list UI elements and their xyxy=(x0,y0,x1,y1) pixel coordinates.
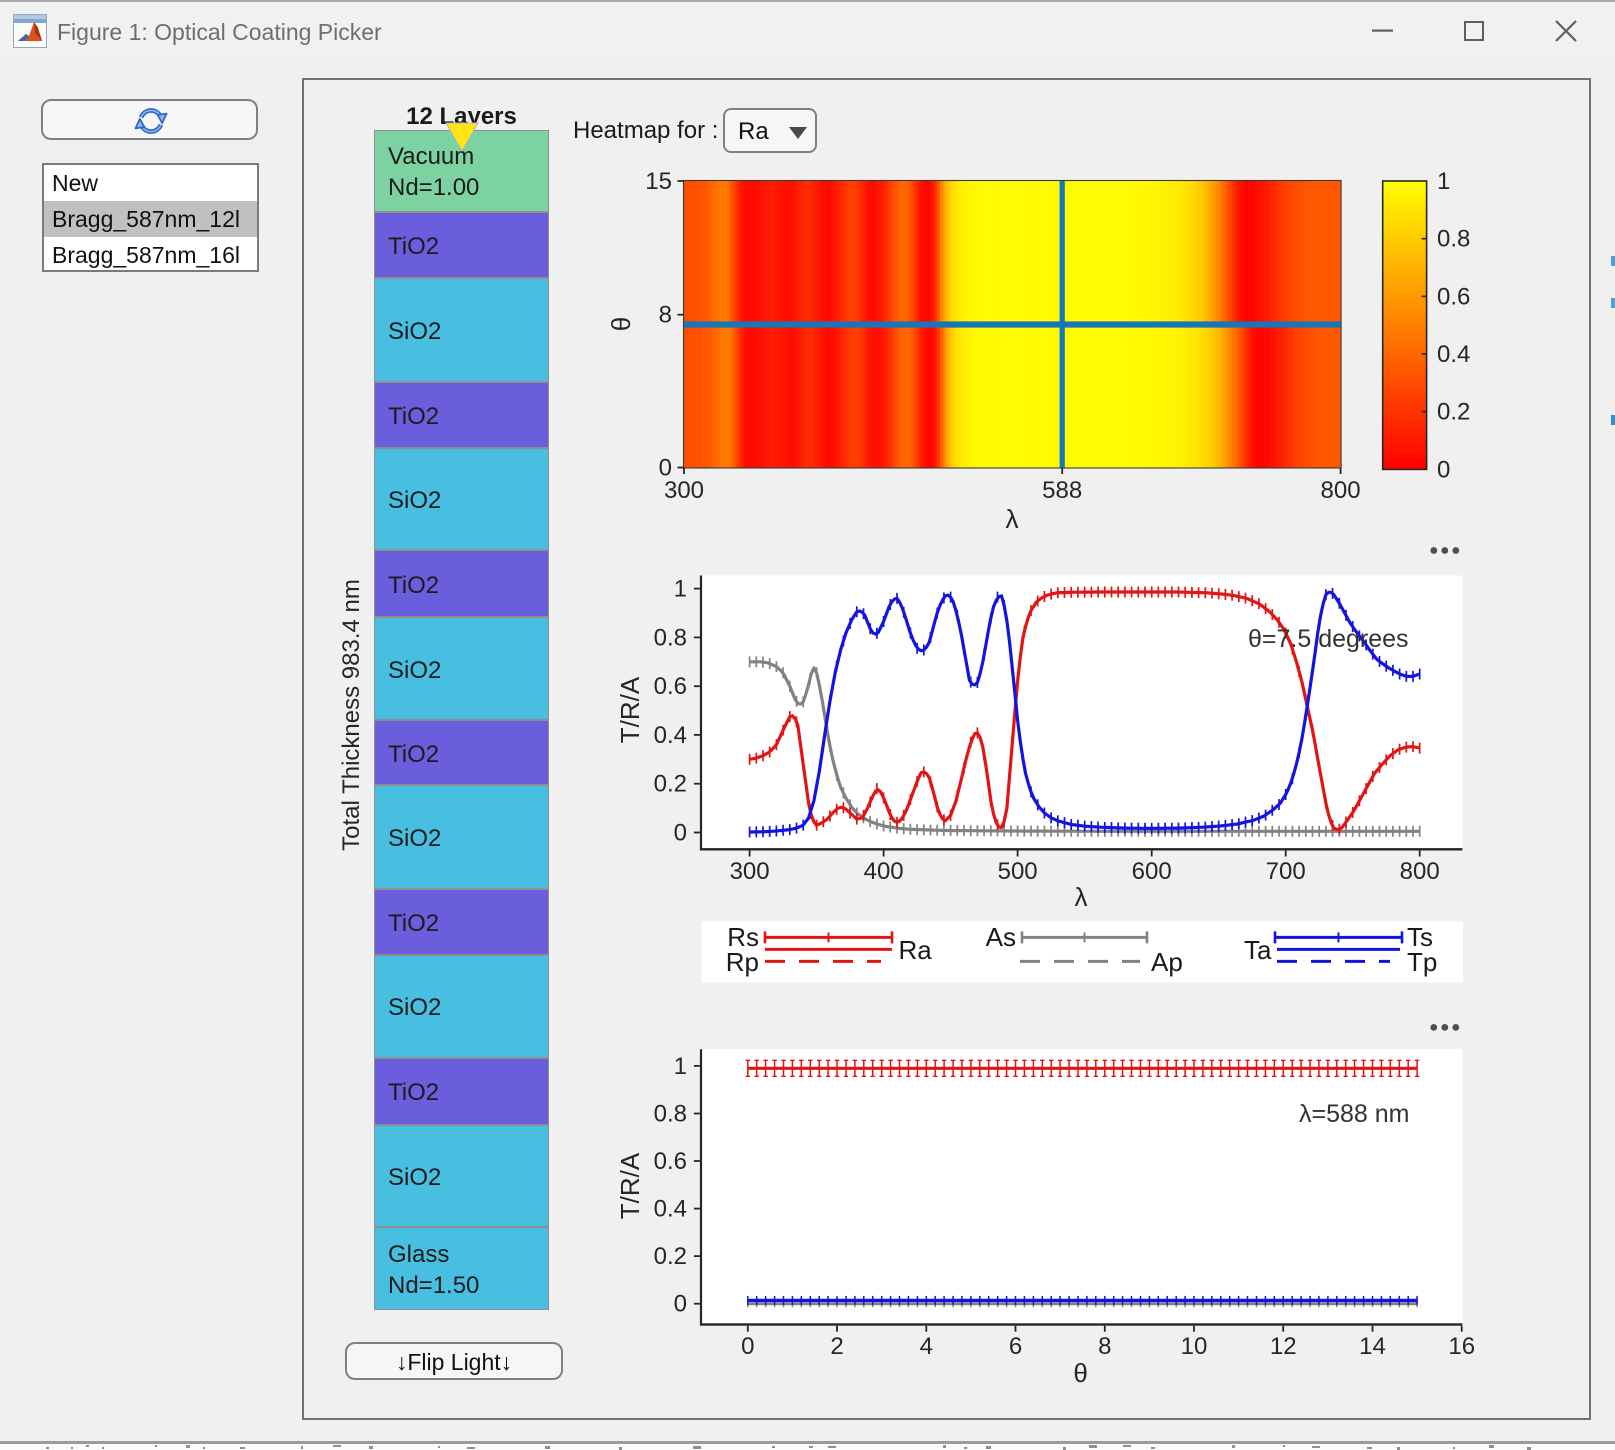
svg-text:As: As xyxy=(986,922,1016,952)
svg-text:2: 2 xyxy=(830,1333,843,1360)
svg-text:λ: λ xyxy=(1006,504,1019,534)
svg-text:0: 0 xyxy=(741,1333,754,1360)
svg-text:Rs: Rs xyxy=(727,922,759,952)
svg-text:0.2: 0.2 xyxy=(1437,399,1470,426)
svg-text:16: 16 xyxy=(1448,1333,1475,1360)
svg-text:0.8: 0.8 xyxy=(654,624,687,651)
svg-text:0: 0 xyxy=(674,820,687,847)
svg-text:0.6: 0.6 xyxy=(654,673,687,700)
svg-text:λ=588 nm: λ=588 nm xyxy=(1299,1100,1410,1128)
svg-text:θ=7.5 degrees: θ=7.5 degrees xyxy=(1248,625,1409,653)
svg-text:4: 4 xyxy=(920,1333,933,1360)
svg-text:8: 8 xyxy=(659,302,672,329)
svg-text:0.4: 0.4 xyxy=(1437,341,1470,368)
svg-text:0.4: 0.4 xyxy=(654,722,687,749)
svg-text:Ts: Ts xyxy=(1407,922,1433,952)
svg-text:Ra: Ra xyxy=(899,935,933,965)
svg-text:T/R/A: T/R/A xyxy=(615,1152,645,1219)
svg-text:0: 0 xyxy=(1437,456,1450,483)
svg-text:0.8: 0.8 xyxy=(1437,226,1470,253)
svg-text:1: 1 xyxy=(674,576,687,603)
svg-text:500: 500 xyxy=(998,858,1038,885)
svg-text:Ta: Ta xyxy=(1244,935,1272,965)
svg-text:0.8: 0.8 xyxy=(654,1100,687,1127)
svg-text:θ: θ xyxy=(1073,1358,1087,1388)
svg-text:800: 800 xyxy=(1400,858,1440,885)
svg-text:T/R/A: T/R/A xyxy=(615,676,645,743)
svg-text:12: 12 xyxy=(1270,1333,1297,1360)
svg-text:300: 300 xyxy=(730,858,770,885)
svg-text:0.6: 0.6 xyxy=(1437,283,1470,310)
svg-text:8: 8 xyxy=(1098,1333,1111,1360)
svg-text:700: 700 xyxy=(1266,858,1306,885)
svg-text:300: 300 xyxy=(664,477,704,504)
svg-text:Tp: Tp xyxy=(1407,947,1437,977)
svg-text:θ: θ xyxy=(606,317,636,331)
svg-text:1: 1 xyxy=(1437,168,1450,195)
svg-text:14: 14 xyxy=(1359,1333,1386,1360)
svg-text:400: 400 xyxy=(864,858,904,885)
svg-text:0: 0 xyxy=(659,455,672,482)
svg-text:0.2: 0.2 xyxy=(654,771,687,798)
svg-text:1: 1 xyxy=(674,1053,687,1080)
svg-text:Ap: Ap xyxy=(1151,947,1183,977)
svg-text:588: 588 xyxy=(1042,477,1082,504)
svg-text:15: 15 xyxy=(645,168,672,195)
svg-text:10: 10 xyxy=(1181,1333,1208,1360)
svg-text:6: 6 xyxy=(1009,1333,1022,1360)
svg-text:0: 0 xyxy=(674,1291,687,1318)
svg-text:0.6: 0.6 xyxy=(654,1148,687,1175)
svg-text:0.4: 0.4 xyxy=(654,1196,687,1223)
svg-text:λ: λ xyxy=(1075,882,1088,912)
svg-text:0.2: 0.2 xyxy=(654,1243,687,1270)
svg-text:Rp: Rp xyxy=(726,947,759,977)
svg-text:800: 800 xyxy=(1321,477,1361,504)
svg-text:600: 600 xyxy=(1132,858,1172,885)
